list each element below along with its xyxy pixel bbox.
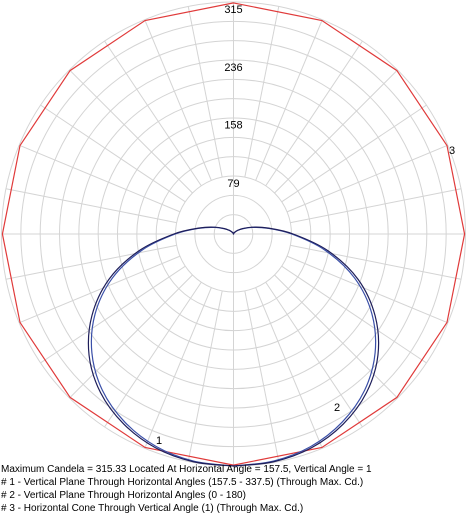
grid-spoke [287,144,449,213]
chart-labels: 79 158 236 315 1 2 3 [156,4,455,447]
grid-spoke [5,244,177,280]
grid-spoke [40,265,186,364]
radial-tick-label: 79 [227,178,239,190]
grid-spoke [265,40,363,186]
grid-spoke [255,287,323,449]
grid-spoke [244,290,280,462]
grid-spoke [18,255,180,324]
grid-spoke [104,282,202,428]
legend: Maximum Candela = 315.33 Located At Hori… [1,463,467,515]
radial-tick-label: 315 [224,4,242,16]
max-candela-line: Maximum Candela = 315.33 Located At Hori… [1,464,372,475]
grid-spoke [40,104,186,203]
grid-spoke [18,144,180,213]
grid-spoke [104,40,202,186]
grid-spoke [187,6,223,178]
polar-grid [1,1,466,467]
polar-candela-chart: 79 158 236 315 1 2 3 [1,1,466,467]
curve-1-label: 1 [156,435,162,447]
grid-spoke [290,188,462,224]
grid-spoke [287,255,449,324]
radial-tick-label: 236 [224,62,242,74]
grid-spoke [144,19,212,181]
grid-spoke [5,188,177,224]
grid-spoke [274,274,398,399]
grid-spoke [290,244,462,280]
grid-spoke [255,19,323,181]
curve-2-vertical-plane [87,226,380,467]
curve-3-label: 3 [449,145,455,157]
grid-spoke [187,290,223,462]
grid-spoke [274,69,398,194]
grid-spoke [69,69,193,194]
grid-spoke [265,282,363,428]
legend-line-1: # 1 - Vertical Plane Through Horizontal … [1,477,364,488]
candela-curves [1,2,466,467]
grid-spoke [69,274,193,399]
curve-2-label: 2 [334,402,340,414]
legend-line-3: # 3 - Horizontal Cone Through Vertical A… [1,503,304,514]
grid-spoke [144,287,212,449]
grid-spoke [244,6,280,178]
curve-3-horizontal-cone [1,2,466,466]
radial-tick-label: 158 [224,120,242,132]
grid-spoke [281,265,427,364]
legend-line-2: # 2 - Vertical Plane Through Horizontal … [1,490,246,501]
grid-spoke [281,104,427,203]
